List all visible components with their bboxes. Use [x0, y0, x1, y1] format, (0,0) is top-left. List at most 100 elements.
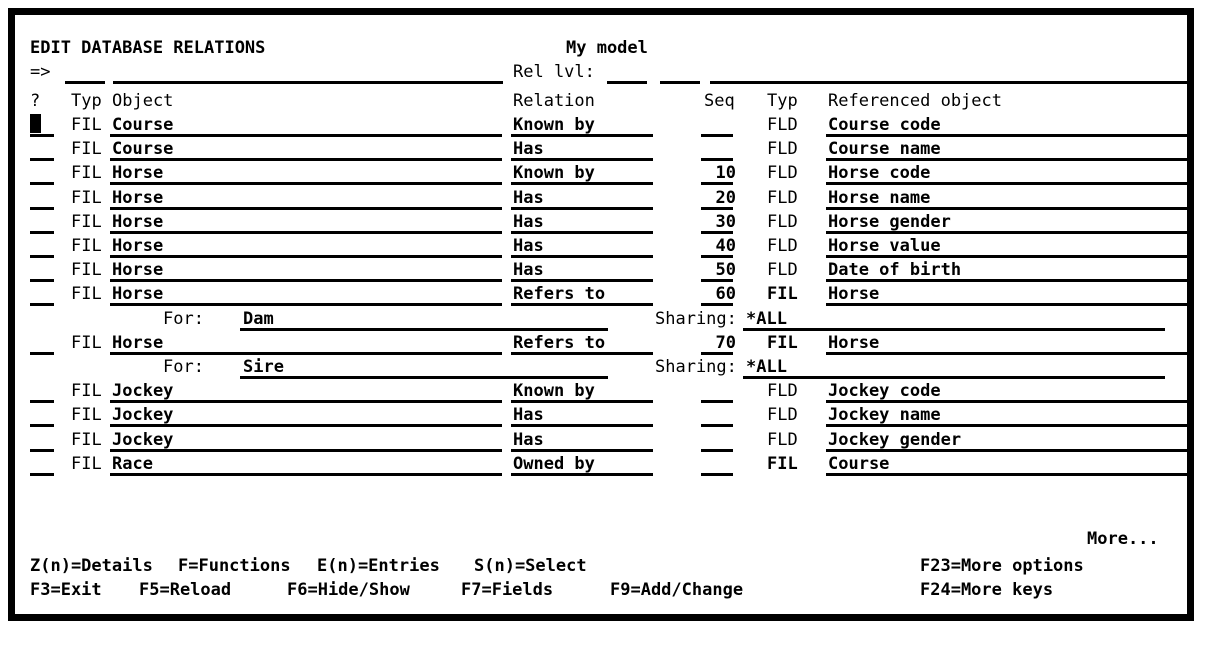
option-input-row[interactable]	[30, 400, 54, 403]
function-key-en[interactable]: E(n)=Entries	[317, 556, 440, 576]
function-key-f9[interactable]: F9=Add/Change	[610, 580, 744, 600]
function-key-zn[interactable]: Z(n)=Details	[30, 556, 153, 576]
command-field-small[interactable]	[65, 81, 105, 84]
option-input-row[interactable]	[30, 255, 54, 258]
object-field-underline[interactable]	[110, 207, 502, 210]
object-field-underline[interactable]	[110, 424, 502, 427]
ref-object-field-underline[interactable]	[826, 279, 1192, 282]
seq-field-underline[interactable]	[701, 182, 733, 185]
seq-field-underline[interactable]	[701, 473, 733, 476]
ref-object-field-underline[interactable]	[826, 231, 1192, 234]
ref-object-field-underline[interactable]	[826, 352, 1192, 355]
relation-field-underline[interactable]	[511, 134, 653, 137]
row-object: Horse	[112, 236, 164, 256]
relation-field-underline[interactable]	[511, 352, 653, 355]
function-key-f[interactable]: F=Functions	[178, 556, 291, 576]
sharing-field-underline[interactable]	[743, 376, 1165, 379]
ref-object-field-underline[interactable]	[826, 255, 1192, 258]
row-ref-object: Course	[828, 454, 890, 474]
function-key-f5[interactable]: F5=Reload	[139, 580, 232, 600]
row-type: FIL	[71, 333, 102, 353]
ref-object-field-underline[interactable]	[826, 158, 1192, 161]
row-object: Horse	[112, 212, 164, 232]
ref-object-field-underline[interactable]	[826, 424, 1192, 427]
row-seq: 70	[715, 333, 736, 353]
object-field-underline[interactable]	[110, 303, 502, 306]
object-field-underline[interactable]	[110, 279, 502, 282]
ref-object-field-underline[interactable]	[826, 449, 1192, 452]
ref-object-field-underline[interactable]	[826, 182, 1192, 185]
function-key-f7[interactable]: F7=Fields	[461, 580, 554, 600]
object-field-underline[interactable]	[110, 134, 502, 137]
seq-field-underline[interactable]	[701, 255, 733, 258]
relation-field-underline[interactable]	[511, 303, 653, 306]
relation-field-underline[interactable]	[511, 449, 653, 452]
object-field-underline[interactable]	[110, 352, 502, 355]
for-field-underline[interactable]	[240, 328, 608, 331]
object-field-underline[interactable]	[110, 473, 502, 476]
seq-field-underline[interactable]	[701, 449, 733, 452]
row-ref-object: Horse name	[828, 188, 931, 208]
object-field-underline[interactable]	[110, 182, 502, 185]
row-object: Horse	[112, 260, 164, 280]
option-input-row[interactable]	[30, 473, 54, 476]
ref-object-field-underline[interactable]	[826, 134, 1192, 137]
relation-field-underline[interactable]	[511, 473, 653, 476]
row-ref-type: FLD	[767, 260, 798, 280]
seq-field-underline[interactable]	[701, 158, 733, 161]
seq-field-underline[interactable]	[701, 231, 733, 234]
command-field-main[interactable]	[113, 81, 503, 84]
relation-field-underline[interactable]	[511, 424, 653, 427]
ref-object-field-underline[interactable]	[826, 207, 1192, 210]
seq-field-underline[interactable]	[701, 352, 733, 355]
option-input-row[interactable]	[30, 158, 54, 161]
option-input-row[interactable]	[30, 352, 54, 355]
for-value: Dam	[243, 309, 274, 329]
option-input-row[interactable]	[30, 231, 54, 234]
seq-field-underline[interactable]	[701, 207, 733, 210]
function-key-f24[interactable]: F24=More keys	[920, 580, 1054, 600]
option-input-row[interactable]	[30, 424, 54, 427]
relation-field-underline[interactable]	[511, 231, 653, 234]
rel-lvl-field[interactable]	[607, 81, 647, 84]
relation-field-underline[interactable]	[511, 279, 653, 282]
relation-field-underline[interactable]	[511, 182, 653, 185]
relation-field-underline[interactable]	[511, 400, 653, 403]
for-field-underline[interactable]	[240, 376, 608, 379]
function-key-sn[interactable]: S(n)=Select	[474, 556, 587, 576]
row-relation: Has	[513, 139, 544, 159]
seq-field-underline[interactable]	[701, 303, 733, 306]
object-field-underline[interactable]	[110, 255, 502, 258]
option-input-row[interactable]	[30, 303, 54, 306]
function-key-f6[interactable]: F6=Hide/Show	[287, 580, 410, 600]
relation-field-underline[interactable]	[511, 158, 653, 161]
ref-object-field-underline[interactable]	[826, 303, 1192, 306]
function-key-f23[interactable]: F23=More options	[920, 556, 1084, 576]
object-field-underline[interactable]	[110, 449, 502, 452]
seq-field-underline[interactable]	[701, 279, 733, 282]
option-input-row[interactable]	[30, 449, 54, 452]
seq-field-underline[interactable]	[701, 424, 733, 427]
relation-field-underline[interactable]	[511, 207, 653, 210]
seq-field-underline[interactable]	[701, 400, 733, 403]
function-key-f3[interactable]: F3=Exit	[30, 580, 102, 600]
option-input-row[interactable]	[30, 134, 54, 137]
object-field-underline[interactable]	[110, 231, 502, 234]
seq-field-underline[interactable]	[701, 134, 733, 137]
object-field-underline[interactable]	[110, 158, 502, 161]
ref-object-field-underline[interactable]	[826, 473, 1192, 476]
page-title: EDIT DATABASE RELATIONS	[30, 38, 266, 58]
relation-field-underline[interactable]	[511, 255, 653, 258]
row-ref-object: Date of birth	[828, 260, 962, 280]
terminal-frame	[8, 8, 1194, 621]
option-input-row[interactable]	[30, 207, 54, 210]
sharing-field-underline[interactable]	[743, 328, 1165, 331]
option-input-row[interactable]	[30, 182, 54, 185]
row-type: FIL	[71, 260, 102, 280]
sharing-value: *ALL	[746, 309, 787, 329]
option-input-row[interactable]	[30, 279, 54, 282]
object-field-underline[interactable]	[110, 400, 502, 403]
row-ref-object: Horse value	[828, 236, 941, 256]
ref-object-field-underline[interactable]	[826, 400, 1192, 403]
